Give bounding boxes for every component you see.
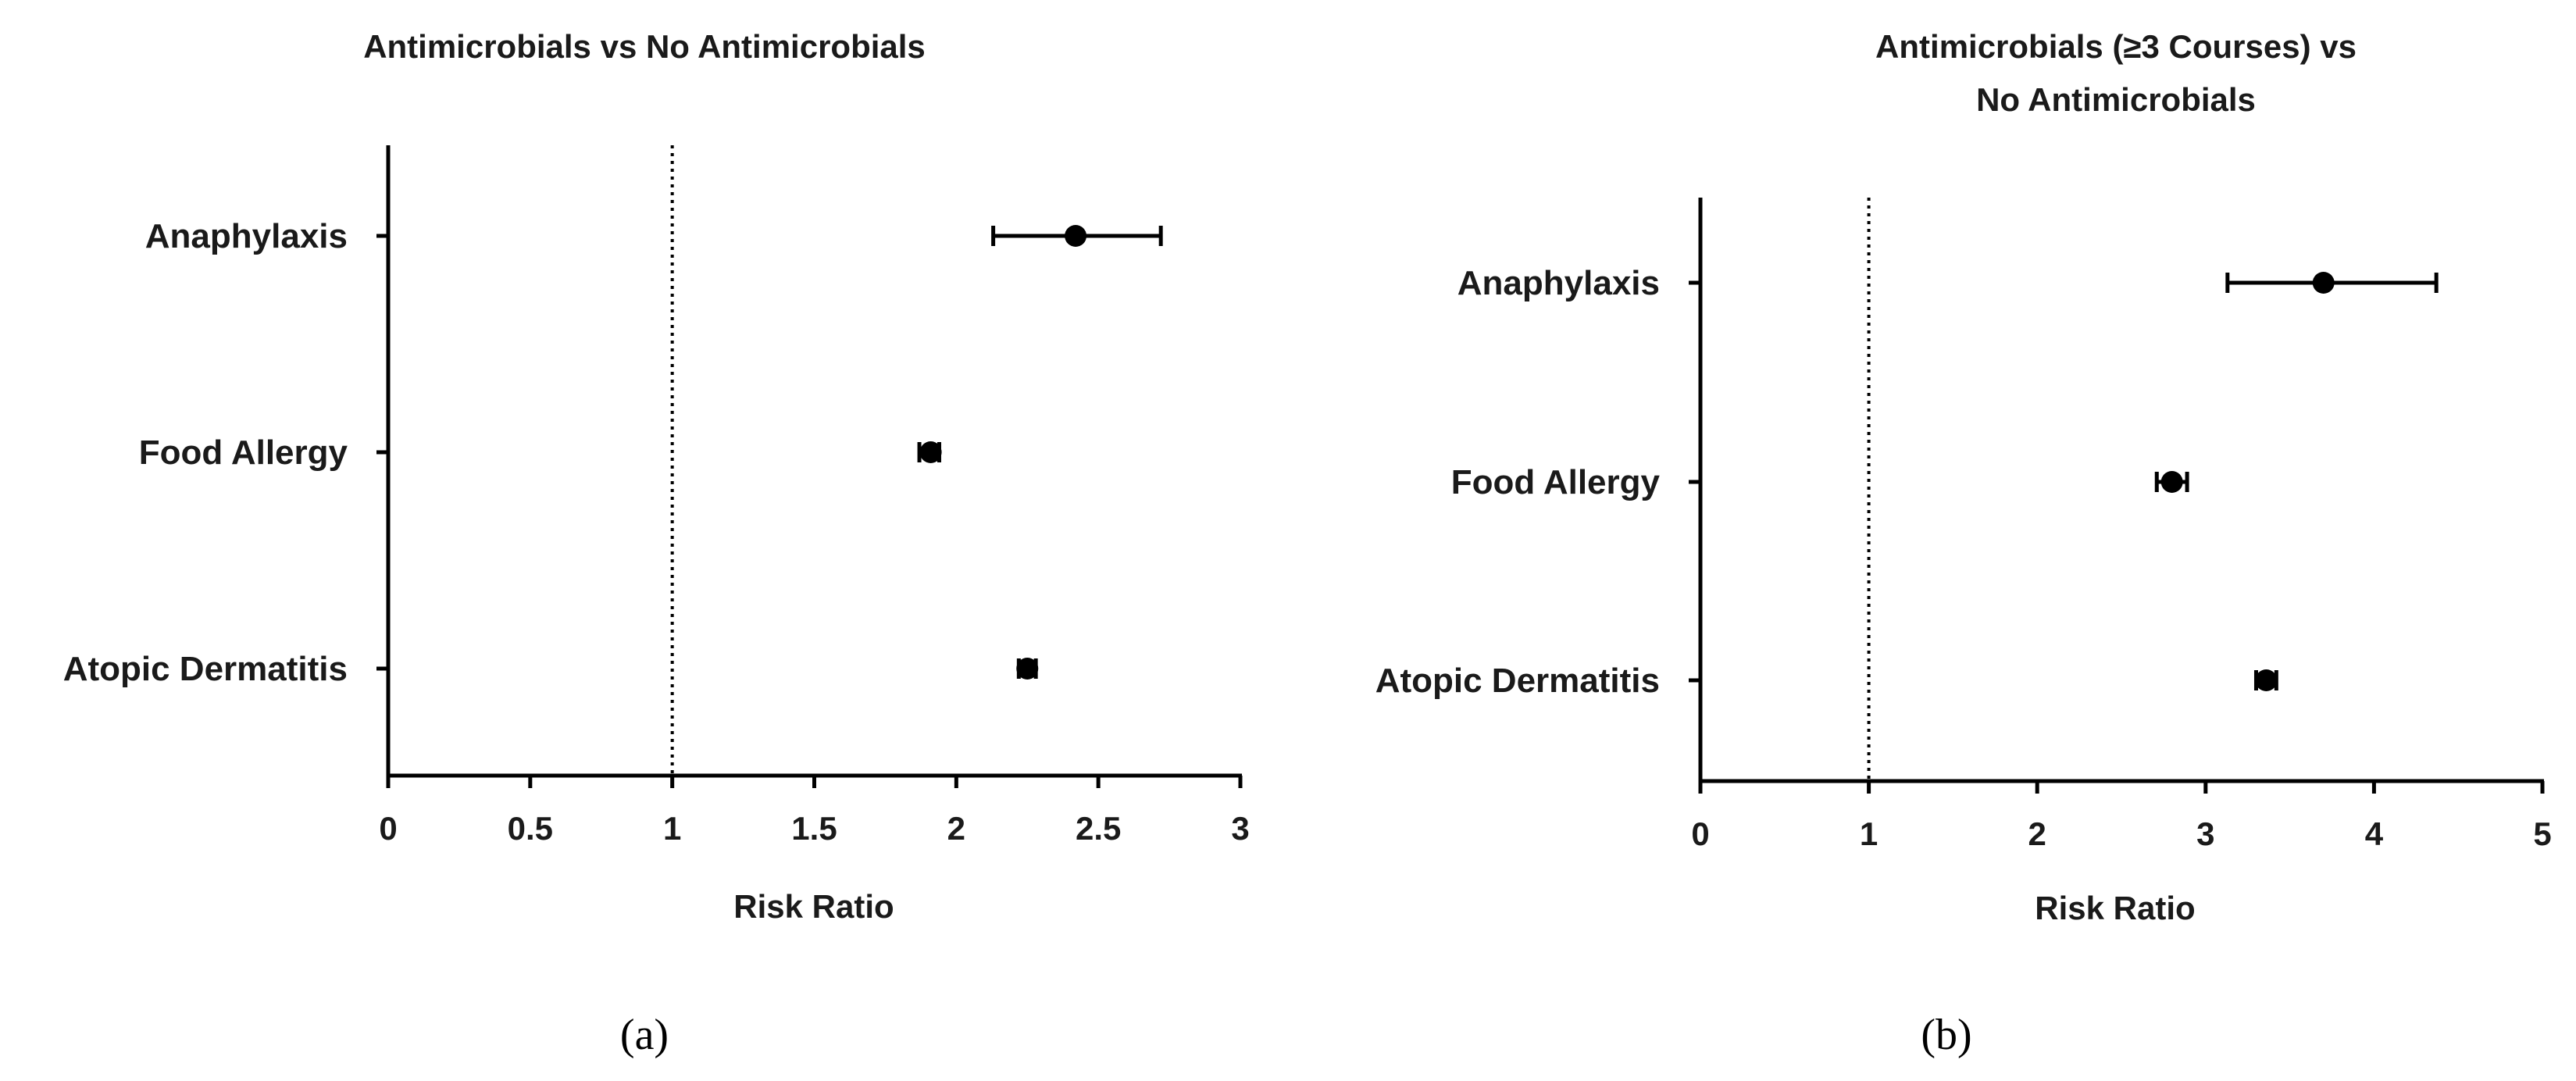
x-axis-title: Risk Ratio [2035,890,2195,926]
data-point [2160,471,2183,493]
x-tick-label: 0 [1691,815,1709,852]
x-tick-label: 2 [2028,815,2046,852]
category-label: Food Allergy [139,433,348,472]
category-label: Anaphylaxis [1457,264,1660,302]
x-tick-label: 0.5 [508,810,553,847]
panel-label: (b) [1921,1011,1971,1059]
panel-label: (a) [620,1011,669,1059]
x-tick-label: 3 [2196,815,2214,852]
x-tick-label: 2.5 [1076,810,1121,847]
chart-title: No Antimicrobials [1976,81,2256,118]
x-tick-label: 4 [2365,815,2384,852]
x-tick-label: 1 [663,810,681,847]
x-tick-label: 0 [379,810,397,847]
x-tick-label: 1 [1860,815,1878,852]
data-point [1016,658,1039,680]
data-point [2312,272,2335,294]
x-tick-label: 1.5 [791,810,837,847]
category-label: Anaphylaxis [145,217,348,255]
x-tick-label: 3 [1231,810,1249,847]
chart-title: Antimicrobials vs No Antimicrobials [363,28,926,65]
x-tick-label: 5 [2533,815,2551,852]
data-point [1065,225,1087,247]
x-axis-title: Risk Ratio [733,888,894,925]
category-label: Atopic Dermatitis [1375,662,1660,700]
category-label: Atopic Dermatitis [63,650,348,688]
panel-a-forest-plot: Antimicrobials vs No Antimicrobials 0 0.5 1… [63,28,1250,1059]
data-point [2255,669,2278,691]
x-tick-label: 2 [947,810,965,847]
category-label: Food Allergy [1451,463,1661,501]
panel-b-forest-plot: Antimicrobials (≥3 Courses) vs No Antimic… [1375,28,2552,1059]
data-point [919,441,942,463]
chart-title: Antimicrobials (≥3 Courses) vs [1875,28,2357,65]
